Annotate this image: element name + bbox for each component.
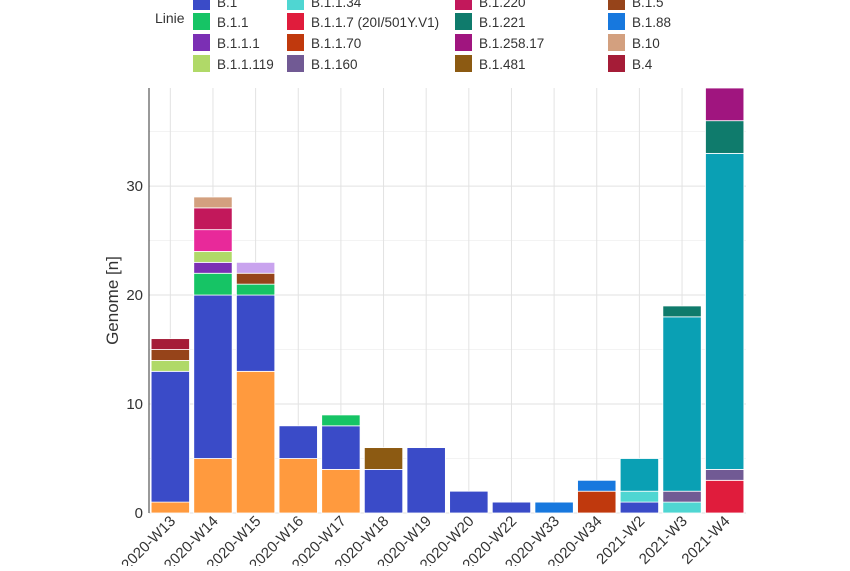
legend-swatch [608, 55, 625, 72]
bar-segment [449, 490, 489, 514]
bar-segment [363, 469, 404, 514]
bar-segment [193, 458, 233, 514]
legend-label: B.1.221 [479, 15, 526, 30]
bar-segment [662, 501, 702, 514]
legend-swatch [608, 0, 625, 10]
bar-segment [577, 479, 617, 492]
bar-segment [363, 447, 404, 470]
bar-segment [321, 425, 361, 470]
bar-segment [193, 294, 233, 459]
bar-segment [193, 229, 233, 252]
bar-segment [321, 414, 361, 427]
bar-segment [662, 316, 702, 492]
bar-segment [150, 349, 190, 361]
y-tick-label: 10 [126, 396, 143, 413]
legend-swatch [193, 34, 210, 51]
legend-swatch [608, 34, 625, 51]
legend-label: B.1.220 [479, 0, 526, 10]
legend-swatch [455, 13, 472, 30]
legend-swatch [455, 34, 472, 51]
legend-swatch [287, 34, 304, 51]
legend-swatch [287, 55, 304, 72]
legend-swatch [608, 13, 625, 30]
legend-label: B.1.1 [217, 15, 249, 30]
bar-segment [193, 196, 233, 209]
bar-segment [491, 501, 532, 514]
legend-swatch [455, 55, 472, 72]
legend-swatch [287, 13, 304, 30]
y-tick-label: 30 [126, 178, 143, 195]
bar-segment [278, 425, 318, 459]
bar-segment [150, 501, 190, 514]
bar-segment [150, 338, 190, 350]
bar-segment [193, 261, 233, 274]
bar-segment [321, 469, 361, 514]
y-tick-label: 0 [135, 505, 143, 522]
bar-segment [236, 283, 276, 296]
bar-segment [150, 370, 190, 503]
legend-label: B.1.1.7 (20I/501Y.V1) [311, 15, 439, 30]
y-tick-label: 20 [126, 287, 143, 304]
bar-segment [236, 294, 276, 372]
bar-segment [236, 272, 276, 285]
legend-title: Linie [155, 10, 185, 26]
bar-segment [193, 207, 233, 231]
legend-swatch [455, 0, 472, 10]
bar-segment [705, 152, 745, 470]
legend-label: B.1.1.70 [311, 36, 361, 51]
legend-label: B.1 [217, 0, 237, 10]
legend-swatch [193, 55, 210, 72]
legend-label: B.1.258.17 [479, 36, 544, 51]
bar-segment [619, 458, 659, 492]
bar-segment [662, 490, 702, 503]
legend-swatch [193, 0, 210, 10]
legend-swatch [287, 0, 304, 10]
bar-segment [193, 272, 233, 296]
bar-segment [278, 458, 318, 514]
bar-segment [705, 479, 745, 514]
bar-segment [705, 87, 745, 122]
bar-segment [705, 469, 745, 481]
legend-label: B.10 [632, 36, 660, 51]
legend-label: B.1.481 [479, 57, 526, 72]
bar-segment [577, 490, 617, 514]
bar-segment [236, 370, 276, 514]
y-axis-title: Genome [n] [103, 256, 122, 345]
bar-segment [406, 447, 446, 514]
bar-segment [619, 490, 659, 503]
legend-label: B.1.1.119 [217, 57, 274, 72]
legend-label: B.4 [632, 57, 653, 72]
bar-segment [619, 501, 659, 514]
legend-label: B.1.160 [311, 57, 358, 72]
legend-label: B.1.5 [632, 0, 664, 10]
bar-segment [193, 251, 233, 263]
legend-label: B.1.1.34 [311, 0, 362, 10]
bar-segment [705, 120, 745, 154]
bar-segment [150, 360, 190, 372]
bar-segment [236, 261, 276, 274]
legend-label: B.1.88 [632, 15, 671, 30]
bar-segment [662, 305, 702, 318]
bar-segment [534, 501, 574, 514]
legend-label: B.1.1.1 [217, 36, 260, 51]
legend-swatch [193, 13, 210, 30]
